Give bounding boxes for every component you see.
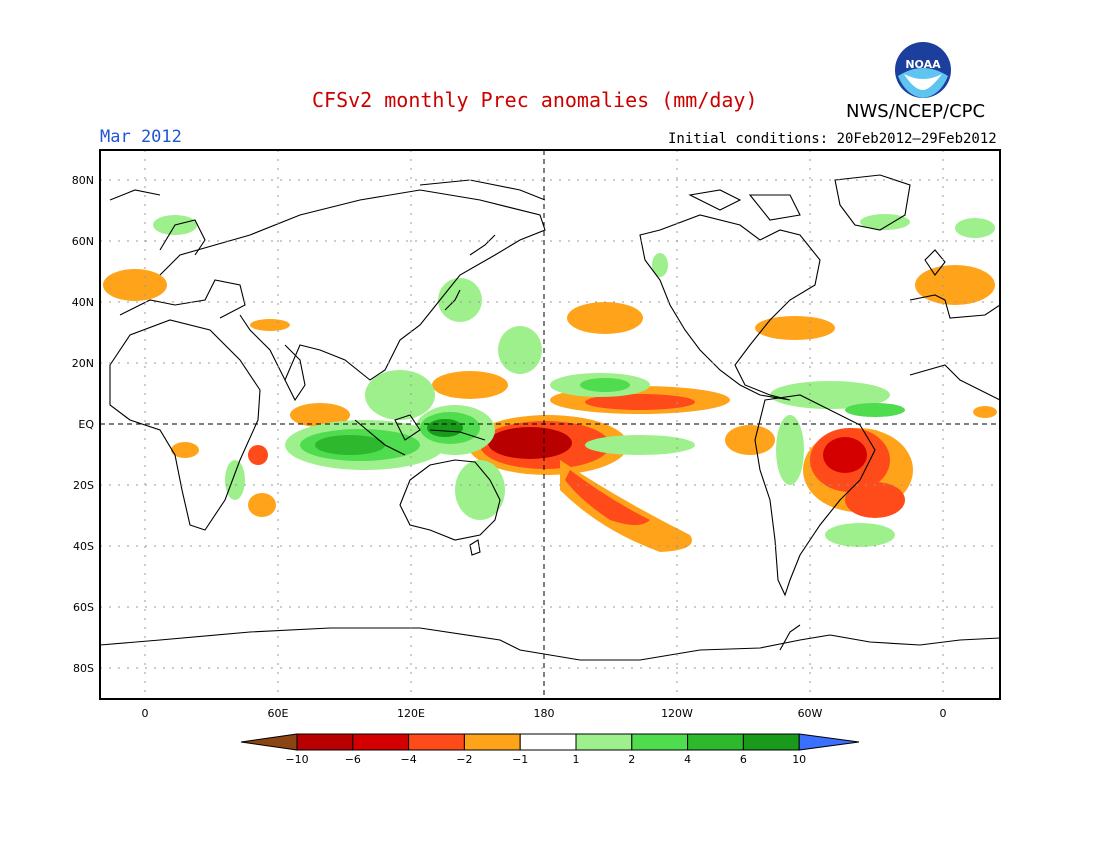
y-tick-label: 80S (73, 662, 94, 675)
colorbar-label: 10 (792, 753, 806, 766)
x-tick-label: 60W (798, 707, 823, 720)
colorbar-label: 4 (684, 753, 691, 766)
y-tick-label: EQ (78, 418, 94, 431)
colorbar-segment (463, 733, 521, 751)
colorbar-segment (519, 733, 577, 751)
y-tick-label: 60S (73, 601, 94, 614)
colorbar-segment (408, 733, 465, 751)
x-tick-label: 120E (397, 707, 425, 720)
colorbar-segment (296, 733, 354, 751)
y-tick-label: 20N (72, 357, 94, 370)
x-tick-label: 180 (534, 707, 555, 720)
colorbar-segment (742, 733, 800, 751)
noaa-logo: NOAA (895, 42, 951, 98)
colorbar (240, 733, 860, 751)
map-frame (99, 149, 1001, 700)
colorbar-segment (687, 733, 744, 751)
x-tick-label: 0 (940, 707, 947, 720)
colorbar-label: −4 (400, 753, 416, 766)
colorbar-label: −6 (345, 753, 361, 766)
y-tick-label: 40N (72, 296, 94, 309)
grid-lines (100, 150, 1000, 699)
y-tick-label: 20S (73, 479, 94, 492)
initial-conditions: Initial conditions: 20Feb2012–29Feb2012 (668, 131, 997, 147)
colorbar-segment (798, 733, 860, 751)
x-tick-label: 120W (661, 707, 693, 720)
y-tick-label: 80N (72, 174, 94, 187)
colorbar-label: −2 (456, 753, 472, 766)
organization-label: NWS/NCEP/CPC (846, 101, 986, 122)
colorbar-label: 6 (740, 753, 747, 766)
colorbar-segment (575, 733, 633, 751)
x-tick-label: 0 (142, 707, 149, 720)
colorbar-label: 1 (573, 753, 580, 766)
y-tick-label: 60N (72, 235, 94, 248)
chart-title: CFSv2 monthly Prec anomalies (mm/day) (312, 88, 758, 112)
forecast-month: Mar 2012 (100, 127, 182, 147)
x-tick-label: 60E (268, 707, 289, 720)
colorbar-segment (240, 733, 298, 751)
equator-dateline (100, 150, 1000, 699)
colorbar-label: 2 (628, 753, 635, 766)
y-tick-label: 40S (73, 540, 94, 553)
colorbar-segment (631, 733, 689, 751)
colorbar-label: −10 (285, 753, 308, 766)
land-outlines (100, 174, 1000, 661)
colorbar-label: −1 (512, 753, 528, 766)
noaa-logo-text: NOAA (905, 58, 941, 71)
wet-anomalies (153, 214, 995, 547)
colorbar-segment (352, 733, 410, 751)
